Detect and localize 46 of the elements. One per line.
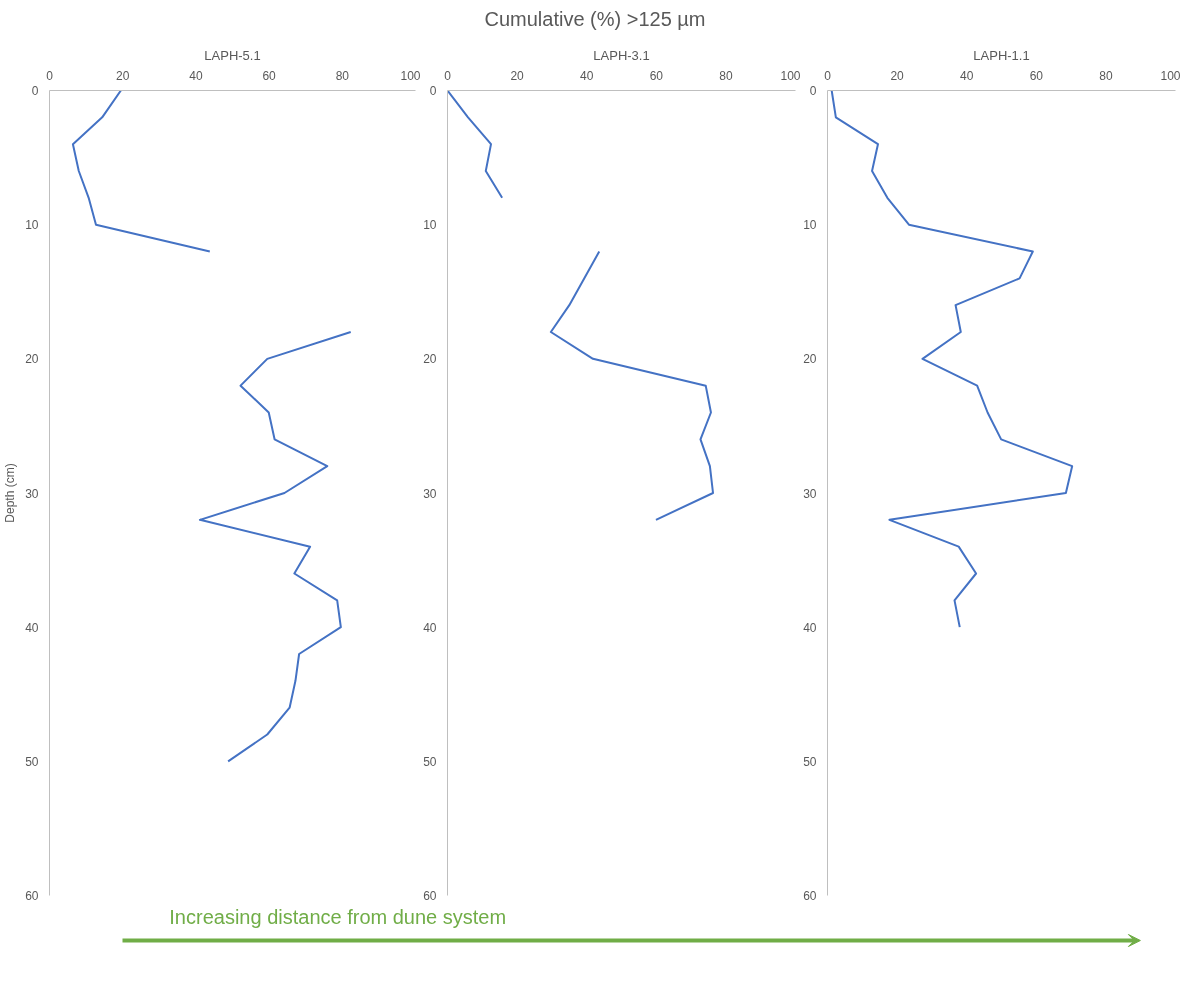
chart-title: LAPH-1.1 [973, 47, 1030, 63]
chart-title: LAPH-3.1 [593, 47, 650, 63]
y-tick-label: 40 [423, 620, 437, 635]
x-tick-label: 20 [116, 68, 130, 83]
y-tick-label: 20 [803, 352, 817, 367]
y-tick-label: 0 [809, 84, 817, 98]
y-axis-title: Depth (cm) [3, 463, 18, 523]
y-tick-label: 50 [423, 754, 437, 769]
y-tick-label: 20 [25, 352, 39, 367]
y-tick-label: 40 [803, 620, 817, 635]
x-tick-label: 100 [780, 68, 801, 83]
y-tick-label: 50 [25, 754, 39, 769]
x-tick-label: 20 [890, 68, 905, 83]
x-tick-label: 40 [580, 68, 594, 83]
y-tick-label: 0 [429, 84, 437, 98]
y-tick-label: 60 [803, 889, 817, 903]
y-tick-label: 10 [803, 218, 817, 233]
line-series [830, 90, 1074, 629]
y-tick-label: 30 [423, 486, 437, 501]
x-axis-title: Cumulative (%) >125 µm [484, 7, 706, 32]
x-tick-label: 100 [1160, 68, 1181, 83]
text: Increasing distance from dune system [169, 906, 507, 928]
y-tick-label: 60 [423, 889, 437, 903]
y-tick-label: 10 [25, 218, 39, 233]
x-tick-label: 0 [824, 68, 832, 83]
x-tick-label: 60 [1029, 68, 1044, 83]
y-tick-label: 30 [25, 486, 39, 501]
x-tick-label: 40 [189, 68, 203, 83]
y-tick-label: 20 [423, 352, 437, 367]
x-tick-label: 40 [960, 68, 974, 83]
x-tick-label: 60 [262, 68, 277, 83]
chart-title: LAPH-5.1 [204, 47, 261, 63]
x-tick-label: 80 [1099, 68, 1113, 83]
x-tick-label: 60 [649, 68, 664, 83]
y-tick-label: 60 [25, 889, 39, 903]
x-tick-label: 0 [46, 68, 54, 83]
x-tick-label: 20 [510, 68, 525, 83]
y-tick-label: 30 [803, 486, 817, 501]
x-tick-label: 80 [335, 68, 350, 83]
y-tick-label: 50 [803, 754, 817, 769]
y-tick-label: 0 [31, 84, 39, 98]
y-tick-label: 10 [423, 218, 437, 233]
x-tick-label: 80 [719, 68, 733, 83]
x-tick-label: 100 [400, 68, 421, 83]
x-tick-label: 0 [444, 68, 452, 83]
y-tick-label: 40 [25, 620, 39, 635]
